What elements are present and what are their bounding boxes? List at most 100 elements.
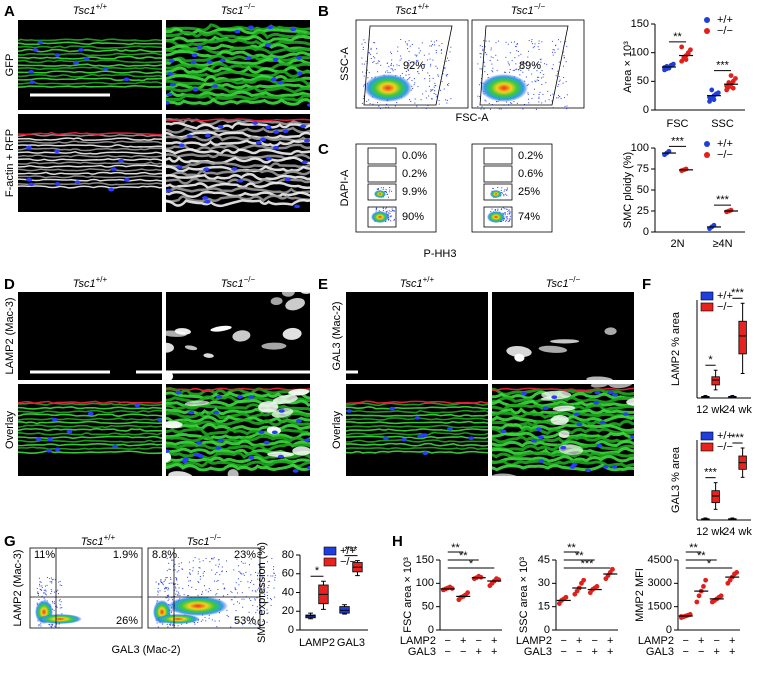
nucleus <box>560 445 567 450</box>
nucleus <box>178 143 185 148</box>
gate <box>483 147 513 165</box>
event <box>500 108 502 110</box>
event <box>434 90 436 92</box>
axis-label: GAL3 (Mac-2) <box>111 644 180 656</box>
box <box>711 490 720 504</box>
event <box>519 74 521 76</box>
event <box>408 51 410 53</box>
stain <box>270 297 283 306</box>
fiber <box>492 396 634 404</box>
event <box>497 187 499 189</box>
fiber <box>18 182 162 186</box>
event <box>58 593 60 595</box>
event <box>390 210 392 212</box>
event <box>268 585 270 587</box>
event <box>441 43 443 45</box>
event <box>214 580 216 582</box>
event <box>441 81 443 83</box>
nucleus <box>193 452 200 457</box>
event <box>485 100 487 102</box>
event <box>437 74 439 76</box>
event <box>176 594 178 596</box>
nucleus <box>573 412 580 417</box>
event <box>566 46 568 48</box>
stain <box>550 339 580 344</box>
event <box>484 71 486 73</box>
event <box>531 73 533 75</box>
event <box>242 573 244 575</box>
event <box>273 566 275 568</box>
event <box>230 599 232 601</box>
event <box>372 56 374 58</box>
nucleus <box>382 436 389 441</box>
gate <box>363 25 453 106</box>
y-tick-label: 0 <box>544 624 550 636</box>
event <box>505 71 507 73</box>
event <box>444 67 446 69</box>
density <box>487 211 505 223</box>
event <box>167 594 169 596</box>
event <box>430 63 432 65</box>
event <box>180 562 182 564</box>
fiber <box>346 450 488 454</box>
box <box>711 376 720 386</box>
point <box>688 47 693 53</box>
event <box>363 85 365 87</box>
event <box>362 46 364 48</box>
event <box>45 585 47 587</box>
event <box>552 64 554 66</box>
event <box>195 589 197 591</box>
event <box>540 61 542 63</box>
fiber <box>18 439 162 443</box>
event <box>370 53 372 55</box>
significance: * <box>469 558 474 570</box>
event <box>407 62 409 64</box>
event <box>411 66 413 68</box>
point <box>581 577 587 583</box>
event <box>204 617 206 619</box>
event <box>197 594 199 596</box>
event <box>391 208 393 210</box>
event <box>533 93 535 95</box>
event <box>40 625 42 627</box>
x-tick-label: GAL3 <box>337 637 365 649</box>
genotype-title: Tsc1+/+ <box>73 2 108 17</box>
event <box>543 63 545 65</box>
event <box>418 47 420 49</box>
event <box>54 579 56 581</box>
event <box>556 97 558 99</box>
event <box>171 599 173 601</box>
factor-level: − <box>476 635 482 647</box>
event <box>408 78 410 80</box>
y-axis-label: FSC area × 10³ <box>402 557 414 633</box>
fiber <box>18 73 162 78</box>
event <box>434 44 436 46</box>
point <box>594 584 600 589</box>
event <box>393 218 395 220</box>
event <box>259 607 261 609</box>
fiber <box>166 172 310 181</box>
event <box>392 70 394 72</box>
event <box>173 583 175 585</box>
event <box>450 46 452 48</box>
event <box>389 216 391 218</box>
event <box>557 70 559 72</box>
event <box>408 59 410 61</box>
event <box>189 573 191 575</box>
event <box>521 67 523 69</box>
nucleus <box>400 437 407 442</box>
event <box>443 88 445 90</box>
event <box>58 581 60 583</box>
event <box>506 101 508 103</box>
event <box>178 593 180 595</box>
event <box>266 594 268 596</box>
event <box>186 595 188 597</box>
nucleus <box>602 465 609 469</box>
event <box>541 102 543 104</box>
significance: ** <box>673 31 682 43</box>
event <box>507 61 509 63</box>
fiber <box>18 77 162 82</box>
nucleus <box>530 438 537 443</box>
event <box>428 85 430 87</box>
event <box>247 581 249 583</box>
